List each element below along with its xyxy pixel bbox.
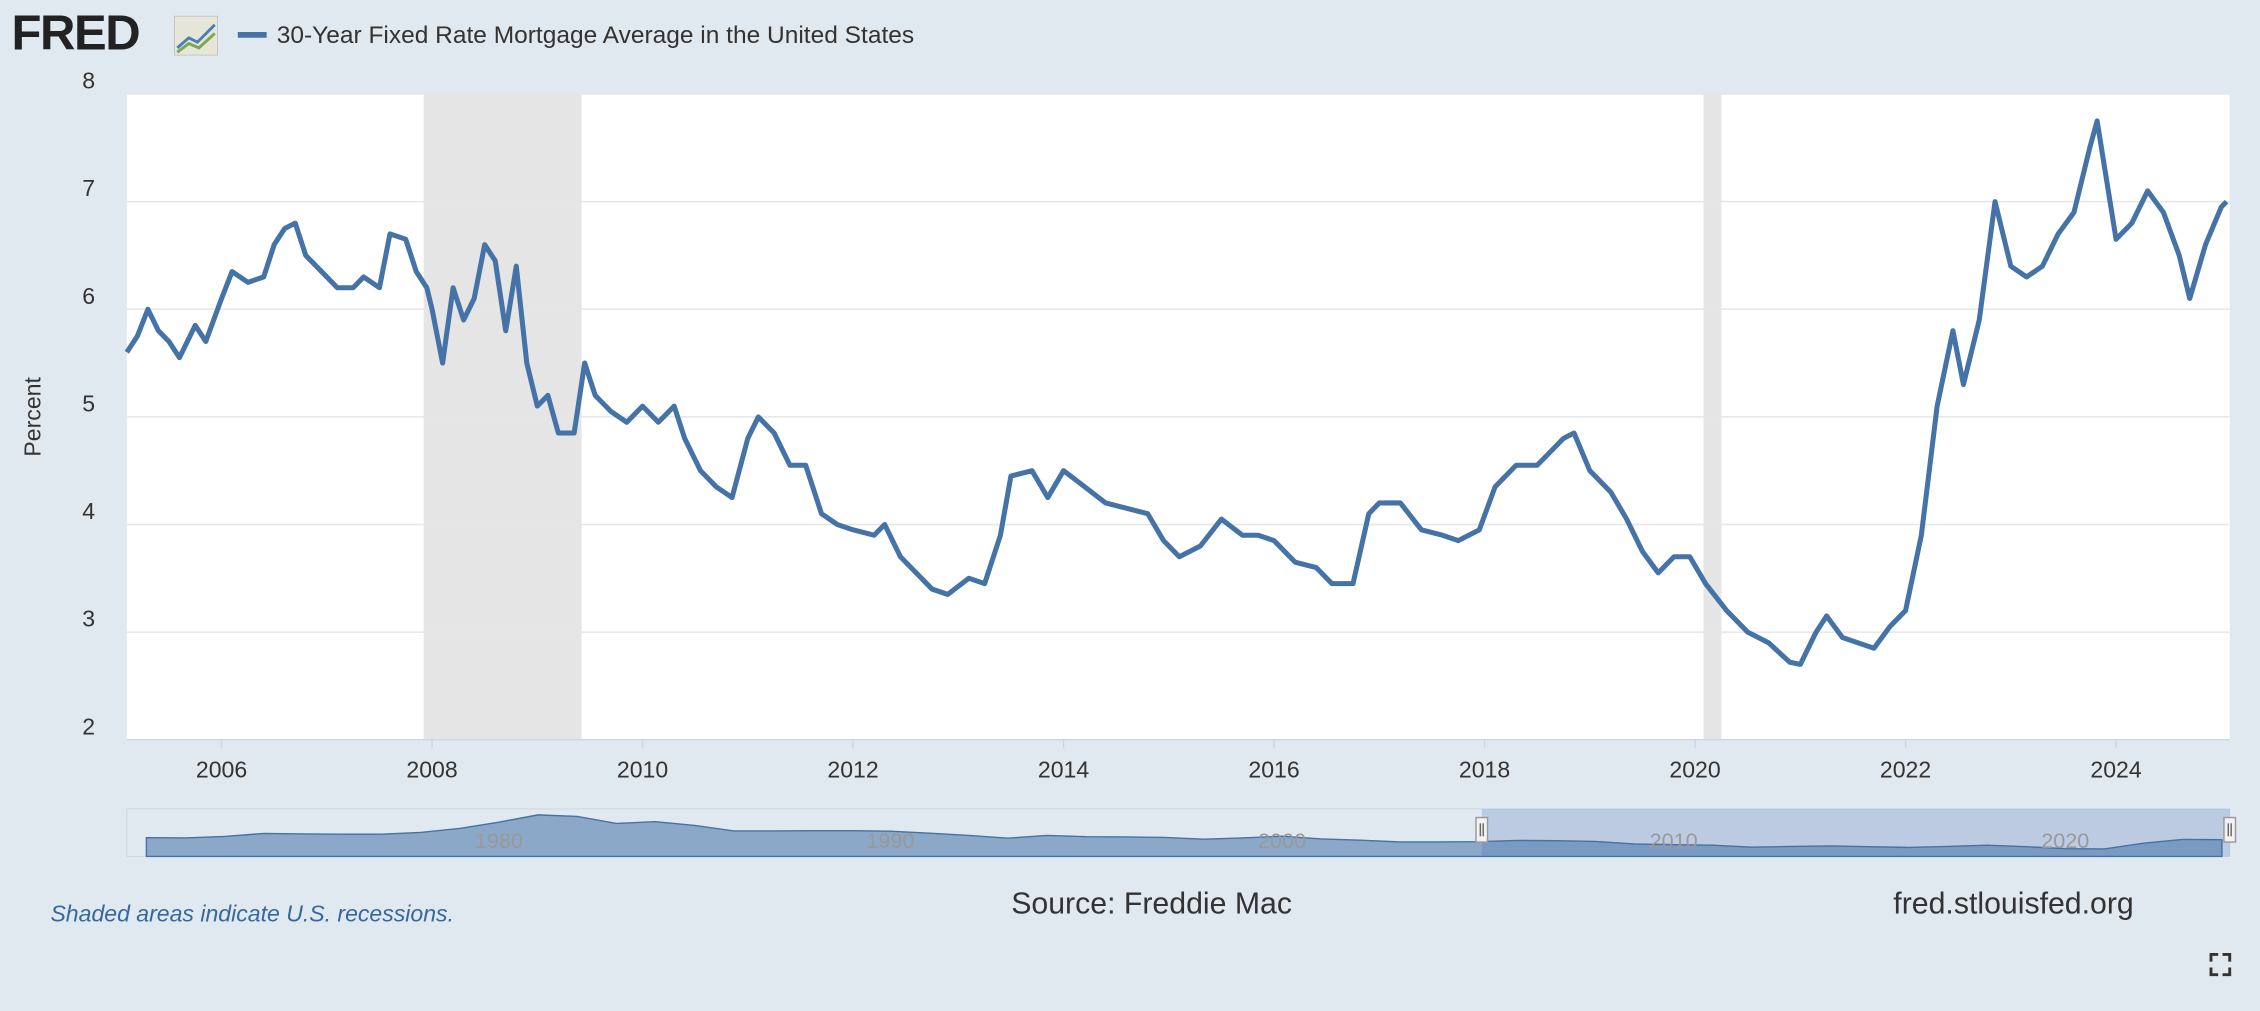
y-tick-label: 2 xyxy=(82,713,95,739)
logo-icon xyxy=(174,15,219,56)
source: Source: Freddie Mac xyxy=(1011,887,1292,920)
recession-note: Shaded areas indicate U.S. recessions. xyxy=(50,901,454,927)
x-tick-label: 2006 xyxy=(196,757,247,783)
handle-body xyxy=(1475,816,1489,843)
x-tick-label: 2024 xyxy=(2090,757,2141,783)
navigator-tick-label: 2010 xyxy=(1650,828,1698,853)
logo: FRED xyxy=(12,6,140,60)
navigator-area xyxy=(145,814,2223,858)
y-tick-label: 7 xyxy=(82,175,95,201)
x-tick-label: 2022 xyxy=(1880,757,1931,783)
x-tick-label: 2018 xyxy=(1459,757,1510,783)
x-tick-label: 2010 xyxy=(617,757,668,783)
series-line xyxy=(124,118,2229,667)
fullscreen-button[interactable] xyxy=(2209,953,2232,977)
y-axis-label: Percent xyxy=(20,377,46,457)
x-tick-label: 2020 xyxy=(1669,757,1720,783)
x-tick-label: 2012 xyxy=(827,757,878,783)
y-tick-label: 6 xyxy=(82,283,95,309)
navigator-tick-label: 1980 xyxy=(475,828,523,853)
navigator-handle[interactable] xyxy=(2223,816,2237,843)
navigator-tick-label: 2000 xyxy=(1258,828,1306,853)
x-tick-label: 2014 xyxy=(1038,757,1089,783)
y-tick-label: 4 xyxy=(82,498,95,524)
navigator-tick-label: 1990 xyxy=(866,828,914,853)
y-tick-label: 8 xyxy=(82,68,95,94)
navigator-handle[interactable] xyxy=(1475,816,1489,843)
y-tick-label: 3 xyxy=(82,606,95,632)
x-tick-label: 2008 xyxy=(406,757,457,783)
site: fred.stlouisfed.org xyxy=(1893,887,2133,920)
legend-entry: 30-Year Fixed Rate Mortgage Average in t… xyxy=(277,22,914,49)
navigator-tick-label: 2020 xyxy=(2041,828,2089,853)
handle-body xyxy=(2223,816,2237,843)
y-tick-label: 5 xyxy=(82,390,95,416)
x-tick-label: 2016 xyxy=(1248,757,1299,783)
